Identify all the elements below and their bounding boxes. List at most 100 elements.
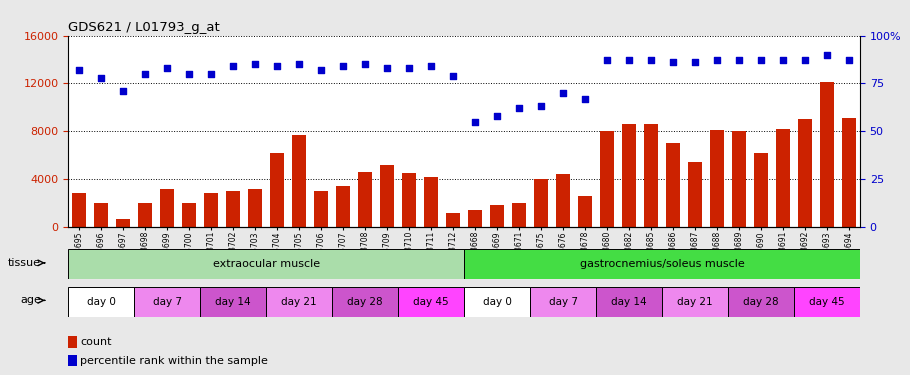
Point bbox=[710, 57, 724, 63]
Bar bbox=[68, 287, 135, 317]
Text: day 14: day 14 bbox=[216, 297, 251, 307]
Bar bbox=[512, 203, 526, 227]
Bar bbox=[753, 153, 768, 227]
Bar bbox=[776, 129, 790, 227]
Point bbox=[292, 61, 307, 68]
Bar bbox=[464, 249, 860, 279]
Bar bbox=[200, 287, 266, 317]
Text: day 45: day 45 bbox=[413, 297, 449, 307]
Point bbox=[402, 65, 417, 71]
Point bbox=[270, 63, 285, 69]
Point bbox=[160, 65, 175, 71]
Point bbox=[534, 104, 549, 110]
Bar bbox=[402, 173, 416, 227]
Point bbox=[116, 88, 130, 94]
Bar bbox=[135, 287, 200, 317]
Bar bbox=[662, 287, 728, 317]
Text: GDS621 / L01793_g_at: GDS621 / L01793_g_at bbox=[68, 21, 220, 34]
Point bbox=[424, 63, 439, 69]
Bar bbox=[336, 186, 350, 227]
Point bbox=[490, 113, 504, 119]
Text: day 0: day 0 bbox=[482, 297, 511, 307]
Bar bbox=[204, 194, 218, 227]
Point bbox=[798, 57, 813, 63]
Bar bbox=[644, 124, 658, 227]
Point bbox=[446, 73, 460, 79]
Point bbox=[578, 96, 592, 102]
Point bbox=[138, 71, 153, 77]
Point bbox=[820, 52, 834, 58]
Point bbox=[666, 59, 681, 65]
Bar bbox=[842, 118, 856, 227]
Bar bbox=[600, 131, 614, 227]
Point bbox=[643, 57, 658, 63]
Bar bbox=[464, 287, 530, 317]
Bar bbox=[490, 206, 504, 227]
Bar bbox=[798, 119, 812, 227]
Bar bbox=[248, 189, 262, 227]
Point bbox=[600, 57, 614, 63]
Bar bbox=[710, 130, 724, 227]
Point bbox=[511, 105, 526, 111]
Bar bbox=[380, 165, 394, 227]
Text: day 21: day 21 bbox=[281, 297, 317, 307]
Text: tissue: tissue bbox=[8, 258, 41, 268]
Text: day 45: day 45 bbox=[809, 297, 844, 307]
Point bbox=[204, 71, 218, 77]
Point bbox=[314, 67, 329, 73]
Bar bbox=[314, 191, 329, 227]
Bar bbox=[68, 249, 464, 279]
Point bbox=[182, 71, 197, 77]
Point bbox=[842, 57, 856, 63]
Point bbox=[775, 57, 790, 63]
Bar bbox=[358, 172, 372, 227]
Point bbox=[248, 61, 262, 68]
Text: day 7: day 7 bbox=[549, 297, 578, 307]
Point bbox=[226, 63, 240, 69]
Bar bbox=[732, 131, 746, 227]
Bar bbox=[688, 162, 703, 227]
Bar bbox=[530, 287, 596, 317]
Text: gastrocnemius/soleus muscle: gastrocnemius/soleus muscle bbox=[580, 260, 744, 269]
Text: day 28: day 28 bbox=[743, 297, 779, 307]
Bar bbox=[226, 191, 240, 227]
Text: age: age bbox=[20, 296, 41, 305]
Bar bbox=[622, 124, 636, 227]
Bar bbox=[160, 189, 175, 227]
Text: extraocular muscle: extraocular muscle bbox=[213, 260, 319, 269]
Point bbox=[732, 57, 746, 63]
Bar bbox=[332, 287, 399, 317]
Bar bbox=[728, 287, 794, 317]
Point bbox=[358, 61, 372, 68]
Bar bbox=[794, 287, 860, 317]
Bar bbox=[666, 143, 680, 227]
Bar bbox=[578, 196, 592, 227]
Bar bbox=[424, 177, 439, 227]
Bar bbox=[72, 194, 86, 227]
Point bbox=[688, 59, 703, 65]
Bar bbox=[596, 287, 662, 317]
Bar bbox=[556, 174, 571, 227]
Text: day 21: day 21 bbox=[677, 297, 713, 307]
Point bbox=[336, 63, 350, 69]
Bar bbox=[292, 135, 307, 227]
Bar bbox=[182, 203, 197, 227]
Bar bbox=[94, 203, 108, 227]
Text: count: count bbox=[80, 337, 112, 347]
Text: day 0: day 0 bbox=[86, 297, 116, 307]
Bar bbox=[398, 287, 464, 317]
Bar bbox=[266, 287, 332, 317]
Point bbox=[468, 118, 482, 124]
Bar bbox=[446, 213, 460, 227]
Point bbox=[556, 90, 571, 96]
Bar bbox=[68, 336, 77, 348]
Bar bbox=[68, 355, 77, 366]
Point bbox=[94, 75, 108, 81]
Point bbox=[72, 67, 86, 73]
Bar bbox=[468, 210, 482, 227]
Bar bbox=[820, 82, 834, 227]
Text: percentile rank within the sample: percentile rank within the sample bbox=[80, 356, 268, 366]
Bar bbox=[116, 219, 130, 227]
Point bbox=[379, 65, 394, 71]
Bar bbox=[270, 153, 284, 227]
